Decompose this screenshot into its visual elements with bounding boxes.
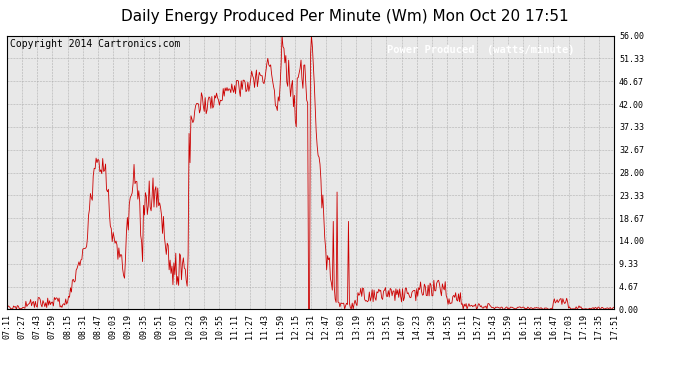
Text: Copyright 2014 Cartronics.com: Copyright 2014 Cartronics.com [10,39,181,50]
Text: Daily Energy Produced Per Minute (Wm) Mon Oct 20 17:51: Daily Energy Produced Per Minute (Wm) Mo… [121,9,569,24]
Text: Power Produced  (watts/minute): Power Produced (watts/minute) [387,45,574,55]
